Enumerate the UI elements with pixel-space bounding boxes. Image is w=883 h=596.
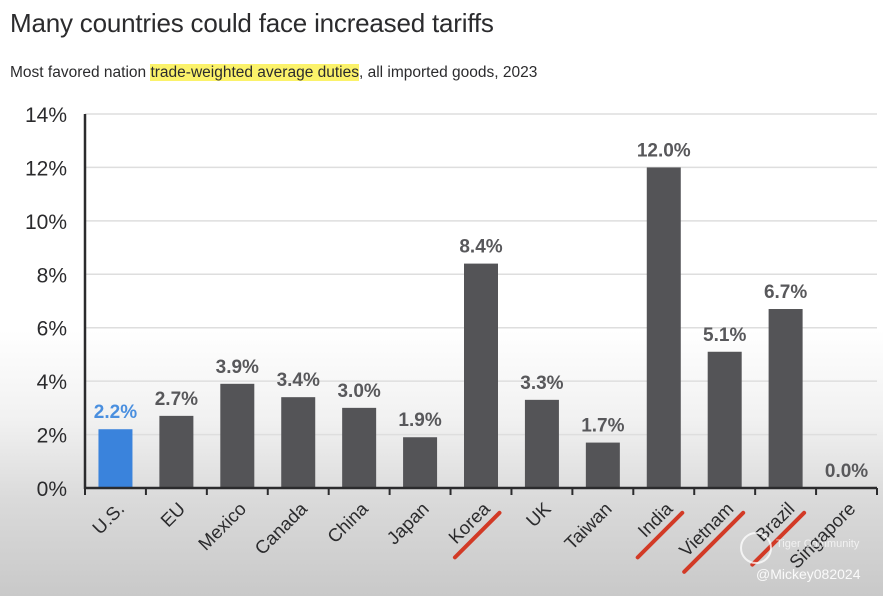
bars — [98, 167, 803, 488]
bar — [403, 437, 438, 488]
x-tick-label: Korea — [444, 497, 494, 547]
data-label: 8.4% — [459, 237, 502, 258]
data-label: 2.7% — [155, 389, 198, 410]
data-label: 1.7% — [581, 416, 624, 437]
x-tick-label: Canada — [250, 497, 311, 558]
bar — [281, 397, 316, 488]
x-tick-label-group: Canada — [250, 497, 311, 558]
x-tick-label-group: U.S. — [88, 498, 128, 538]
y-tick-label: 4% — [37, 371, 67, 394]
x-tick-label: U.S. — [88, 498, 128, 538]
y-tick-label: 14% — [25, 104, 67, 127]
data-label: 3.9% — [216, 357, 259, 378]
x-tick-label-group: EU — [156, 498, 189, 531]
red-underline-mark — [682, 510, 746, 574]
data-label: 1.9% — [398, 410, 441, 431]
x-tick-label-group: Korea — [444, 497, 502, 560]
y-tick-label: 0% — [37, 478, 67, 501]
data-label: 5.1% — [703, 325, 746, 346]
bar — [768, 309, 803, 488]
bar — [98, 429, 133, 488]
data-label: 3.3% — [520, 373, 563, 394]
x-tick-label-group: Mexico — [194, 498, 250, 554]
y-tick-label: 2% — [37, 425, 67, 448]
bar — [646, 167, 681, 488]
y-tick-label: 6% — [37, 318, 67, 341]
chart-subtitle: Most favored nation trade-weighted avera… — [10, 64, 537, 82]
y-tick-label: 12% — [25, 157, 67, 180]
data-label: 2.2% — [94, 402, 137, 423]
data-label: 0.0% — [825, 461, 868, 482]
red-underline-mark — [635, 510, 685, 560]
x-tick-label: Taiwan — [560, 498, 616, 554]
x-tick-label: EU — [156, 498, 189, 531]
x-tick-label: UK — [522, 498, 555, 531]
y-tick-label: 10% — [25, 211, 67, 234]
bar — [159, 415, 194, 488]
bar — [220, 383, 255, 488]
bar — [585, 442, 620, 488]
data-label: 3.4% — [277, 370, 320, 391]
x-tick-label-group: UK — [522, 498, 555, 531]
subtitle-suffix: , all imported goods, 2023 — [358, 64, 538, 81]
data-label: 12.0% — [637, 140, 691, 161]
x-tick-label: India — [633, 497, 677, 541]
watermark-brand: Tiger Community — [776, 538, 860, 550]
watermark-handle: @Mickey082024 — [756, 566, 861, 582]
x-tick-label: Japan — [382, 498, 432, 548]
x-tick-label-group: China — [323, 497, 373, 547]
watermark: Tiger Community @Mickey082024 — [740, 532, 880, 588]
chart-title: Many countries could face increased tari… — [10, 8, 494, 38]
x-tick-label: Mexico — [194, 498, 250, 554]
data-labels: 2.2% 2.7% 3.9% 3.4% 3.0% 1.9% 8.4% 3.3% 1.7% 12.0… — [94, 140, 868, 482]
bar — [464, 263, 498, 488]
x-tick-label-group: Vietnam — [675, 498, 746, 574]
x-tick-label: China — [323, 497, 373, 547]
y-tick-label: 8% — [37, 264, 67, 287]
data-label: 6.7% — [764, 282, 807, 303]
bar — [707, 351, 742, 488]
red-underline-mark — [452, 510, 502, 560]
y-axis-ticks: 0% 2% 4% 6% 8% 10% 12% 14% — [25, 104, 67, 501]
x-tick-label-group: Japan — [382, 498, 432, 548]
tiger-logo-icon — [740, 532, 772, 564]
bar — [342, 407, 377, 488]
subtitle-prefix: Most favored nation — [10, 64, 151, 81]
x-tick-label-group: India — [633, 497, 685, 560]
subtitle-highlight: trade-weighted average duties — [150, 64, 359, 81]
data-label: 3.0% — [337, 381, 380, 402]
bar — [524, 399, 559, 488]
x-tick-label-group: Taiwan — [560, 498, 616, 554]
